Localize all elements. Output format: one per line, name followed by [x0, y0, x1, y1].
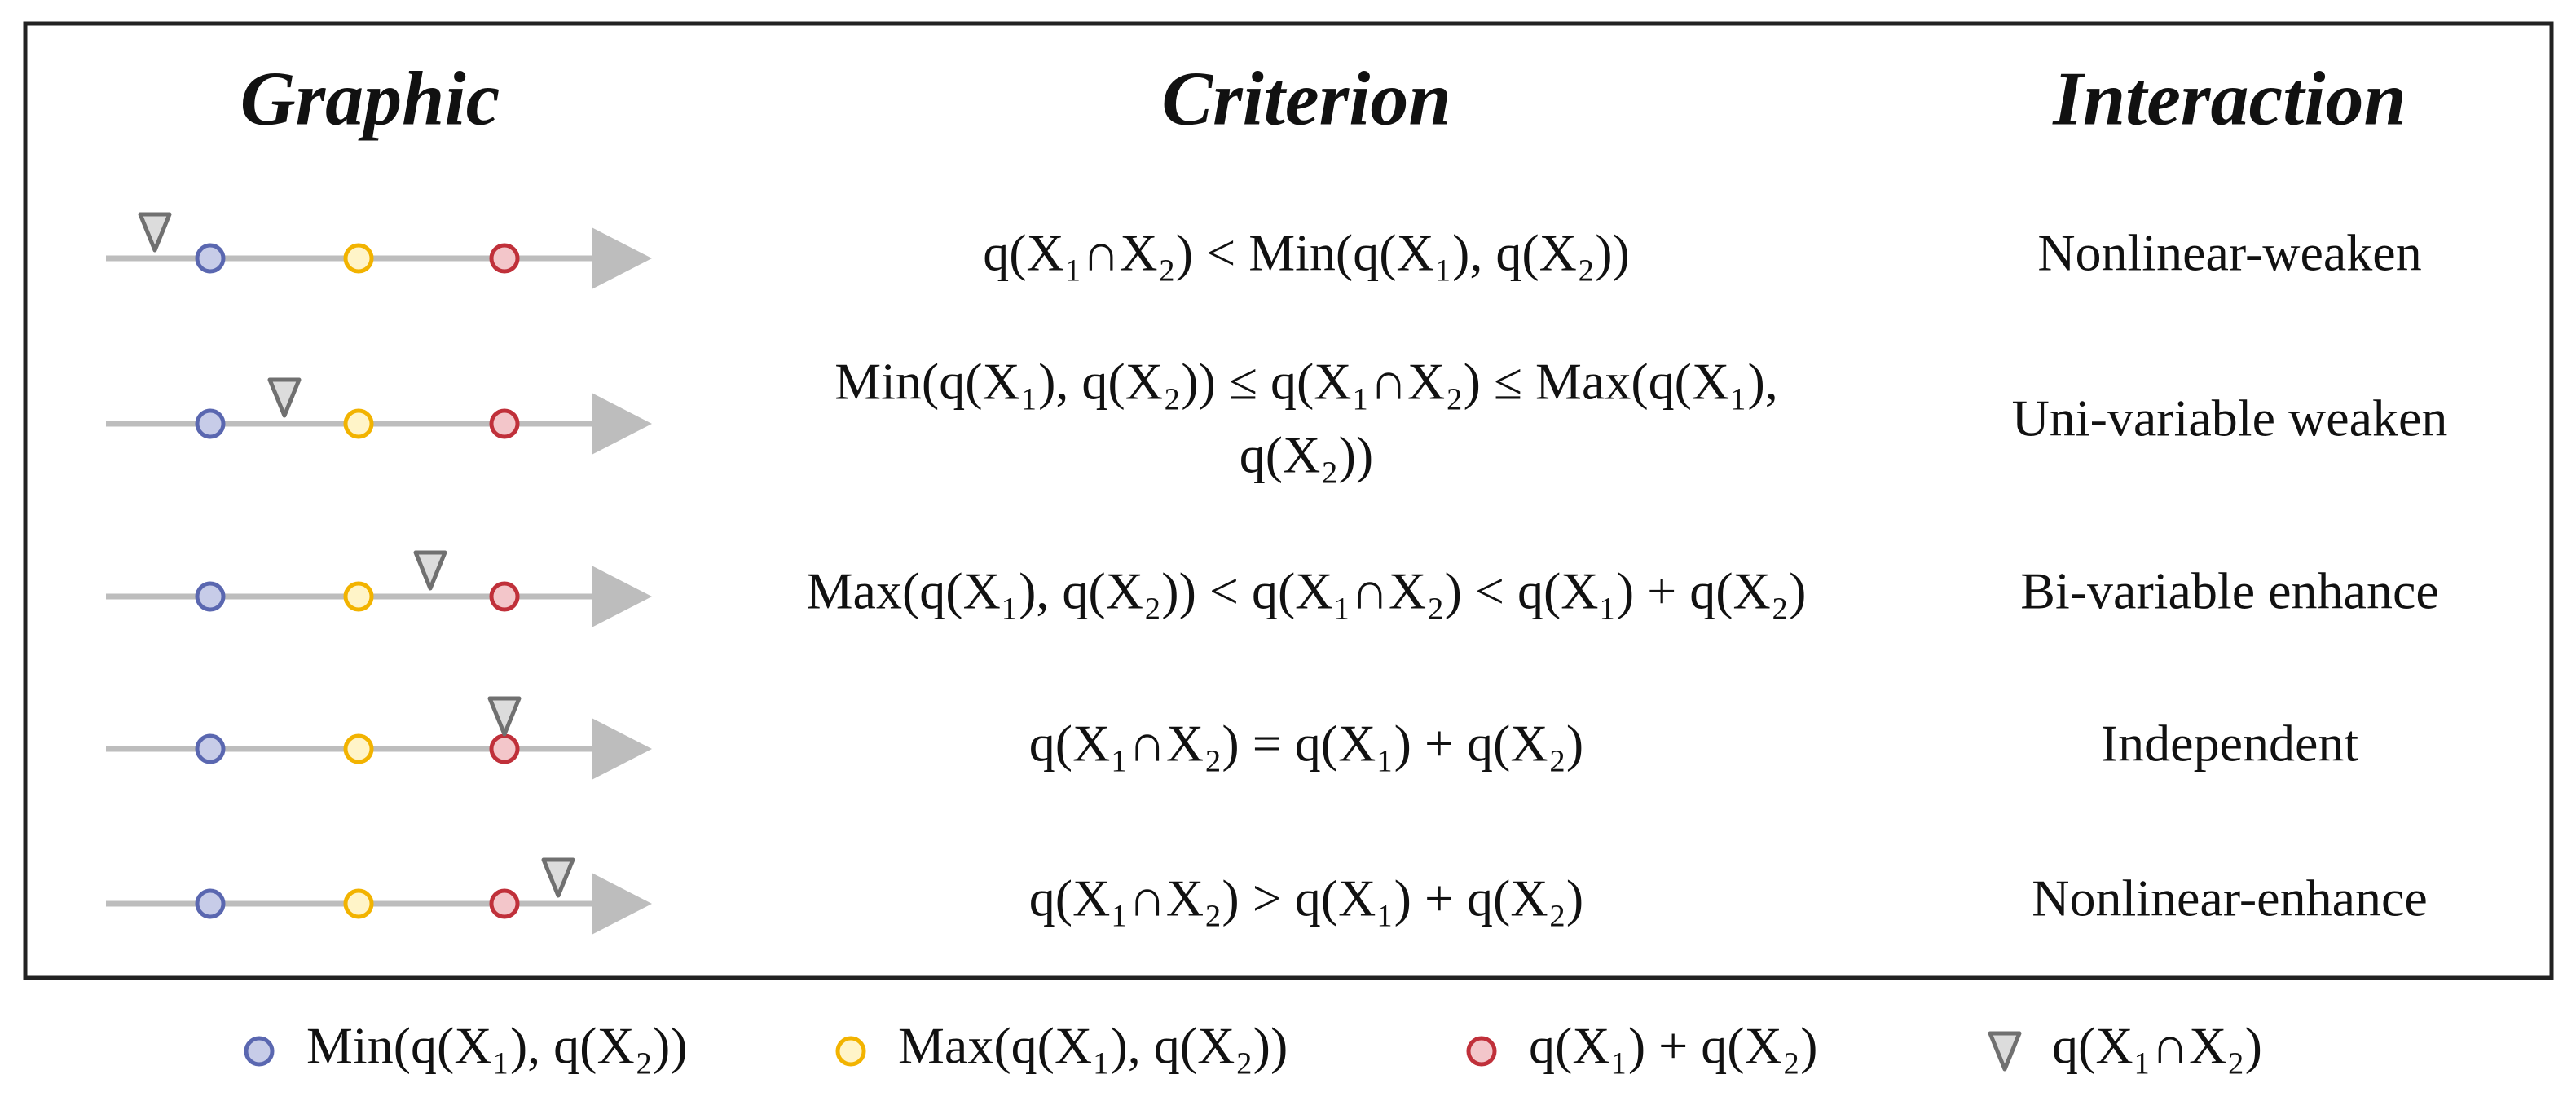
marker-circle	[195, 408, 226, 439]
marker-circle	[343, 408, 374, 439]
marker-triangle	[138, 212, 172, 253]
marker-triangle	[541, 857, 575, 898]
table-border	[23, 21, 2554, 980]
marker-circle	[195, 888, 226, 919]
axis-arrow	[592, 718, 652, 780]
interaction-text: Nonlinear-weaken	[2037, 224, 2421, 282]
legend-marker	[835, 1036, 866, 1067]
marker-circle	[343, 888, 374, 919]
marker-circle	[195, 581, 226, 612]
legend-label: q(X₁) + q(X₂)	[1529, 1017, 1817, 1075]
criterion-text: q(X₁∩X₂) > q(X₁) + q(X₂)	[1029, 870, 1583, 927]
axis-arrow	[592, 393, 652, 455]
marker-circle	[195, 733, 226, 764]
marker-circle	[343, 733, 374, 764]
axis-arrow	[592, 227, 652, 289]
legend-marker	[1988, 1031, 2022, 1072]
header-criterion: Criterion	[1161, 57, 1451, 142]
axis-arrow	[592, 566, 652, 627]
marker-circle	[343, 243, 374, 274]
axis-arrow	[592, 873, 652, 935]
interaction-text: Uni-variable weaken	[2012, 390, 2448, 447]
legend-label: Min(q(X₁), q(X₂))	[306, 1017, 688, 1075]
criterion-text: Min(q(X₁), q(X₂)) ≤ q(X₁∩X₂) ≤ Max(q(X₁)…	[834, 353, 1778, 411]
marker-circle	[343, 581, 374, 612]
header-interaction: Interaction	[2052, 57, 2406, 142]
marker-circle	[489, 888, 520, 919]
marker-circle	[489, 408, 520, 439]
criterion-text: Max(q(X₁), q(X₂)) < q(X₁∩X₂) < q(X₁) + q…	[807, 562, 1807, 620]
criterion-text: q(X₂))	[1240, 426, 1373, 484]
header-graphic: Graphic	[240, 57, 500, 142]
marker-triangle	[413, 550, 447, 591]
legend-marker	[1466, 1036, 1497, 1067]
legend-label: q(X₁∩X₂)	[2052, 1017, 2262, 1075]
marker-circle	[489, 581, 520, 612]
marker-circle	[489, 243, 520, 274]
interaction-text: Nonlinear-enhance	[2032, 870, 2428, 927]
criterion-text: q(X₁∩X₂) = q(X₁) + q(X₂)	[1029, 715, 1583, 773]
legend-label: Max(q(X₁), q(X₂))	[898, 1017, 1288, 1075]
criterion-text: q(X₁∩X₂) < Min(q(X₁), q(X₂))	[983, 224, 1630, 282]
marker-triangle	[267, 377, 302, 418]
legend-marker	[244, 1036, 275, 1067]
marker-circle	[195, 243, 226, 274]
interaction-text: Independent	[2101, 715, 2359, 773]
marker-triangle	[487, 696, 522, 737]
marker-circle	[489, 733, 520, 764]
interaction-text: Bi-variable enhance	[2020, 562, 2439, 620]
